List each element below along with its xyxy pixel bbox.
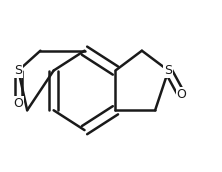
Text: O: O: [13, 97, 23, 110]
Text: O: O: [177, 88, 186, 101]
Text: S: S: [14, 64, 22, 77]
Text: S: S: [164, 64, 172, 77]
